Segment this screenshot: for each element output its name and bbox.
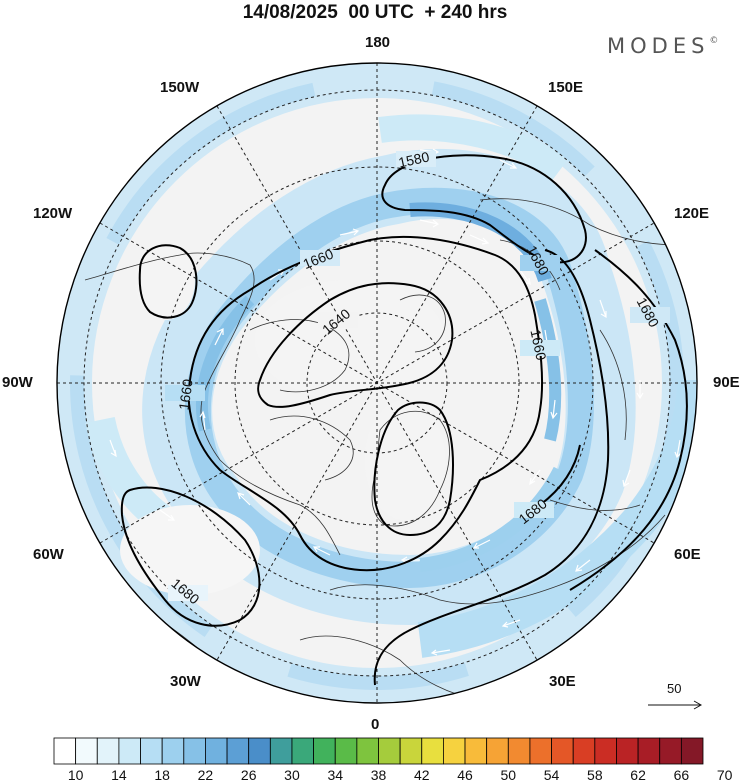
copyright-mark: © xyxy=(709,36,719,46)
colorbar-tick-label: 54 xyxy=(544,767,560,782)
lon-label-60e: 60E xyxy=(674,546,701,563)
contour-1640 xyxy=(257,282,454,408)
contour-label: 1660 xyxy=(527,328,549,362)
contour-1660-east xyxy=(373,401,454,537)
contour-1680-alaska xyxy=(138,244,198,319)
colorbar-swatch xyxy=(680,737,704,765)
colorbar-tick-label: 34 xyxy=(327,767,343,782)
lon-label-90w: 90W xyxy=(2,374,33,391)
contour-1660-pac xyxy=(539,444,581,506)
colorbar-swatch xyxy=(291,737,315,765)
colorbar-tick-label: 50 xyxy=(501,767,517,782)
colorbar-tick-label: 38 xyxy=(371,767,387,782)
contour-1680-main xyxy=(373,249,610,686)
colorbar-swatch xyxy=(53,737,77,765)
colorbar-swatch xyxy=(183,737,206,765)
wind-vectors xyxy=(109,148,682,656)
lon-label-60w: 60W xyxy=(33,546,64,563)
colorbar-tick-label: 62 xyxy=(630,767,646,782)
colorbar-swatch xyxy=(529,737,552,765)
colorbar-swatch xyxy=(75,737,98,765)
colorbar-swatch xyxy=(551,737,574,765)
colorbar-swatch xyxy=(637,737,661,765)
colorbar-swatch xyxy=(507,737,531,765)
colorbar-swatch xyxy=(334,737,358,765)
colorbar-swatch xyxy=(269,737,293,765)
lon-label-120e: 120E xyxy=(674,205,710,222)
colorbar-swatch xyxy=(594,737,617,765)
colorbar-swatch xyxy=(572,737,596,765)
colorbar-swatch xyxy=(378,737,401,765)
colorbar-tick-label: 26 xyxy=(241,767,257,782)
lon-label-150e: 150E xyxy=(548,79,584,96)
colorbar-tick-label: 22 xyxy=(198,767,214,782)
lon-label-150w: 150W xyxy=(160,79,200,96)
colorbar-swatch xyxy=(486,737,509,765)
colorbar-swatch xyxy=(205,737,228,765)
vector-reference-arrow xyxy=(648,700,703,710)
colorbar-swatch xyxy=(356,737,379,765)
height-contours xyxy=(120,154,688,686)
contour-label: 1660 xyxy=(176,378,196,411)
lon-label-120w: 120W xyxy=(33,205,73,222)
colorbar-swatch xyxy=(161,737,185,765)
map-border xyxy=(56,62,698,704)
lon-label-90e: 90E xyxy=(713,374,740,391)
colorbar-swatch xyxy=(313,737,336,765)
vector-reference-label: 50 xyxy=(667,681,681,696)
colorbar-tick-label: 42 xyxy=(414,767,430,782)
colorbar-swatch xyxy=(96,737,120,765)
contour-1660-north xyxy=(187,235,544,572)
colorbar-swatch xyxy=(140,737,163,765)
colorbar-swatch xyxy=(118,737,141,765)
colorbar-swatch xyxy=(659,737,682,765)
lon-label-30w: 30W xyxy=(170,673,201,690)
colorbar-tick-label: 10 xyxy=(68,767,84,782)
colorbar-tick-label: 14 xyxy=(111,767,127,782)
map-title: 14/08/2025 00 UTC + 240 hrs xyxy=(242,2,508,23)
lon-label-180: 180 xyxy=(365,34,391,51)
graticule xyxy=(57,63,697,703)
lon-label-0: 0 xyxy=(371,716,380,733)
colorbar-tick-label: 66 xyxy=(674,767,690,782)
colorbar-swatch xyxy=(464,737,488,765)
brand-logo: MODES© xyxy=(607,34,718,58)
contour-1690-east xyxy=(569,249,688,591)
colorbar-swatch xyxy=(616,737,639,765)
colorbar-tick-label: 30 xyxy=(284,767,300,782)
colorbar-tick-label: 58 xyxy=(587,767,603,782)
contour-1680-atlantic xyxy=(120,486,261,627)
brand-name: MODES xyxy=(607,34,710,58)
colorbar-tick-label: 70 xyxy=(717,767,733,782)
colorbar-swatch xyxy=(226,737,250,765)
colorbar-swatch xyxy=(421,737,444,765)
colorbar: 10 14 18 22 26 30 34 38 42 46 50 54 58 62 66 70 xyxy=(53,737,733,782)
contour-1580 xyxy=(381,154,587,264)
colorbar-swatch xyxy=(248,737,271,765)
lon-label-30e: 30E xyxy=(549,673,576,690)
colorbar-swatch xyxy=(399,737,423,765)
contour-label: 1580 xyxy=(397,148,431,170)
colorbar-swatch xyxy=(442,737,466,765)
colorbar-tick-label: 18 xyxy=(154,767,170,782)
colorbar-tick-label: 46 xyxy=(457,767,473,782)
